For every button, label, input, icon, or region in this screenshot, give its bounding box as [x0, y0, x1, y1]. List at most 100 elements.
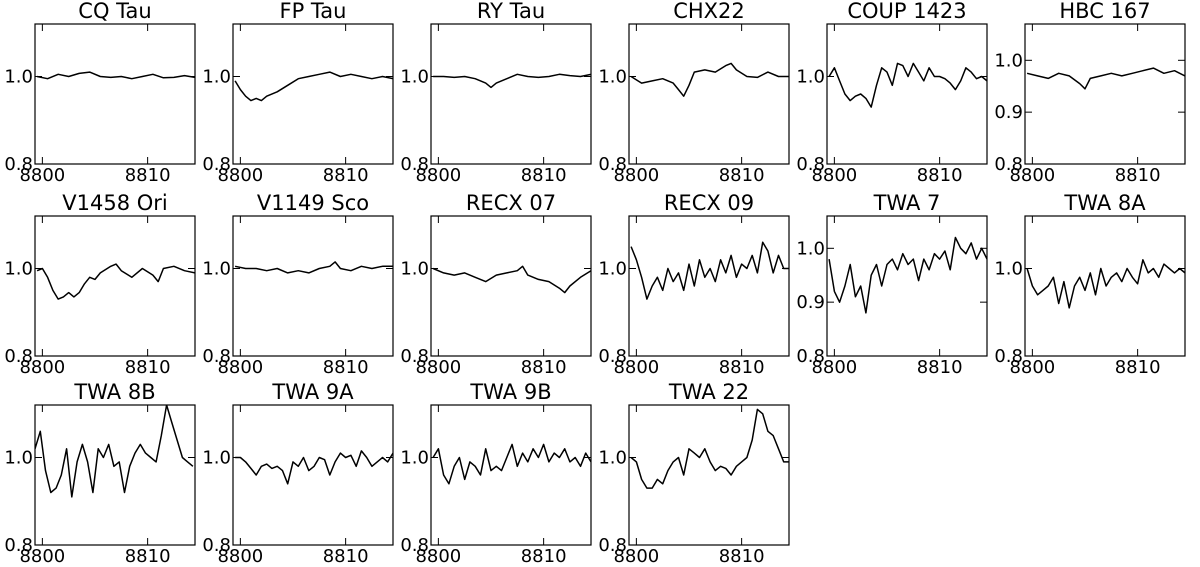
y-tick-label: 1.0 — [400, 448, 429, 469]
x-tick-label: 8810 — [323, 357, 369, 378]
y-tick-label: 1.0 — [598, 448, 627, 469]
axes-frame — [430, 23, 592, 165]
y-tick-label: 0.8 — [796, 154, 825, 175]
axes-frame — [34, 23, 196, 165]
y-tick-label: 1.0 — [994, 259, 1023, 280]
x-tick-label: 8800 — [19, 357, 65, 378]
spectrum-line — [432, 265, 591, 294]
x-tick-label: 8810 — [125, 546, 171, 567]
y-tick-label: 0.8 — [598, 346, 627, 367]
x-tick-label: 8800 — [415, 165, 461, 186]
spectrum-line — [828, 236, 987, 314]
x-tick-label: 8800 — [217, 165, 263, 186]
axes-frame — [826, 23, 988, 165]
x-tick-label: 8810 — [719, 357, 765, 378]
x-tick-label: 8800 — [415, 357, 461, 378]
panel: V1149 Sco 8800 8810 0.8 1.0 — [202, 191, 394, 378]
x-tick-label: 8810 — [917, 165, 963, 186]
y-tick-label: 1.0 — [796, 67, 825, 88]
y-tick-label: 0.8 — [994, 154, 1023, 175]
y-tick-label: 1.0 — [202, 259, 231, 280]
x-tick-label: 8810 — [521, 165, 567, 186]
x-tick-label: 8800 — [613, 546, 659, 567]
panel-title: V1458 Ori — [62, 191, 167, 215]
panel-title: TWA 8B — [73, 380, 155, 404]
x-tick-label: 8810 — [125, 165, 171, 186]
spectrum-line — [234, 71, 393, 102]
panel-title: CHX22 — [673, 0, 745, 23]
spectrum-line — [630, 62, 789, 97]
panel: TWA 8A 8800 8810 0.8 1.0 — [994, 191, 1186, 378]
y-tick-label: 1.0 — [400, 259, 429, 280]
panel: TWA 9B 8800 8810 0.8 1.0 — [400, 380, 592, 567]
x-tick-label: 8800 — [217, 546, 263, 567]
x-tick-label: 8800 — [613, 165, 659, 186]
x-tick-label: 8810 — [1115, 357, 1161, 378]
axes-frame — [628, 404, 790, 546]
x-tick-label: 8810 — [719, 546, 765, 567]
y-tick-label: 1.0 — [598, 67, 627, 88]
x-tick-label: 8810 — [323, 546, 369, 567]
spectrum-line — [432, 443, 591, 485]
x-tick-label: 8810 — [917, 357, 963, 378]
x-tick-label: 8800 — [19, 165, 65, 186]
x-tick-label: 8800 — [1009, 165, 1055, 186]
y-tick-label: 1.0 — [202, 448, 231, 469]
panel: HBC 167 8800 8810 0.8 0.9 1.0 — [994, 0, 1186, 186]
panel: TWA 22 8800 8810 0.8 1.0 — [598, 380, 790, 567]
y-tick-label: 0.8 — [400, 535, 429, 556]
axes-frame — [232, 404, 394, 546]
y-tick-label: 0.8 — [994, 346, 1023, 367]
panel: TWA 9A 8800 8810 0.8 1.0 — [202, 380, 394, 567]
y-tick-label: 0.9 — [994, 102, 1023, 123]
x-tick-label: 8800 — [1009, 357, 1055, 378]
panel: RY Tau 8800 8810 0.8 1.0 — [400, 0, 592, 186]
x-tick-label: 8810 — [719, 165, 765, 186]
spectrum-line — [630, 408, 789, 489]
y-tick-label: 0.9 — [796, 292, 825, 313]
panel: COUP 1423 8800 8810 0.8 1.0 — [796, 0, 988, 186]
y-tick-label: 1.0 — [400, 67, 429, 88]
panel-title: FP Tau — [280, 0, 347, 23]
x-tick-label: 8810 — [1115, 165, 1161, 186]
spectrum-line — [1026, 259, 1185, 309]
panel-title: TWA 9B — [469, 380, 551, 404]
spectrum-line — [234, 261, 393, 274]
axes-frame — [628, 23, 790, 165]
x-tick-label: 8810 — [323, 165, 369, 186]
panel-title: RECX 09 — [664, 191, 754, 215]
y-tick-label: 0.8 — [202, 346, 231, 367]
panel: FP Tau 8800 8810 0.8 1.0 — [202, 0, 394, 186]
y-tick-label: 0.8 — [796, 346, 825, 367]
axes-frame — [430, 404, 592, 546]
y-tick-label: 0.8 — [400, 154, 429, 175]
axes-frame — [34, 404, 196, 546]
y-tick-label: 1.0 — [796, 238, 825, 259]
x-tick-label: 8810 — [125, 357, 171, 378]
y-tick-label: 0.8 — [4, 535, 33, 556]
spectrum-line — [36, 71, 195, 80]
panel-title: TWA 22 — [668, 380, 749, 404]
panel-title: RY Tau — [477, 0, 545, 23]
x-tick-label: 8800 — [613, 357, 659, 378]
axes-frame — [34, 215, 196, 357]
x-tick-label: 8800 — [811, 357, 857, 378]
panel-title: TWA 9A — [271, 380, 354, 404]
panel: RECX 09 8800 8810 0.8 1.0 — [598, 191, 790, 378]
panel: TWA 7 8800 8810 0.8 0.9 1.0 — [796, 191, 988, 378]
y-tick-label: 1.0 — [994, 50, 1023, 71]
y-tick-label: 0.8 — [4, 346, 33, 367]
spectrum-line — [1026, 67, 1185, 90]
spectrum-line — [630, 241, 789, 300]
panel: TWA 8B 8800 8810 0.8 1.0 — [4, 380, 196, 567]
axes-frame — [430, 215, 592, 357]
panel-title: RECX 07 — [466, 191, 556, 215]
panel-title: HBC 167 — [1059, 0, 1150, 23]
y-tick-label: 0.8 — [202, 154, 231, 175]
panel: CQ Tau 8800 8810 0.8 1.0 — [4, 0, 196, 186]
spectrum-line — [433, 73, 591, 89]
x-tick-label: 8810 — [521, 546, 567, 567]
axes-frame — [628, 215, 790, 357]
y-tick-label: 0.8 — [400, 346, 429, 367]
y-tick-label: 0.8 — [4, 154, 33, 175]
